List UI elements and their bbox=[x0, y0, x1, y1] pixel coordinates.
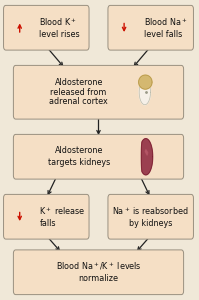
Text: Aldosterone: Aldosterone bbox=[55, 146, 103, 155]
FancyBboxPatch shape bbox=[108, 194, 193, 239]
FancyBboxPatch shape bbox=[4, 5, 89, 50]
Text: released from: released from bbox=[51, 88, 107, 97]
FancyBboxPatch shape bbox=[4, 194, 89, 239]
FancyBboxPatch shape bbox=[13, 65, 184, 119]
Polygon shape bbox=[139, 75, 152, 89]
Text: targets kidneys: targets kidneys bbox=[48, 158, 110, 167]
Text: Blood Na$^+$/K$^+$ levels: Blood Na$^+$/K$^+$ levels bbox=[56, 260, 141, 272]
Polygon shape bbox=[139, 80, 150, 105]
Text: falls: falls bbox=[39, 219, 56, 228]
Polygon shape bbox=[145, 150, 148, 155]
Polygon shape bbox=[141, 139, 153, 175]
Text: K$^+$ release: K$^+$ release bbox=[39, 206, 85, 217]
Text: Blood K$^+$: Blood K$^+$ bbox=[39, 16, 77, 28]
Text: level falls: level falls bbox=[144, 30, 182, 39]
Text: by kidneys: by kidneys bbox=[129, 219, 172, 228]
Text: adrenal cortex: adrenal cortex bbox=[49, 97, 108, 106]
Text: level rises: level rises bbox=[39, 30, 80, 39]
Text: Na$^+$ is reabsorbed: Na$^+$ is reabsorbed bbox=[112, 206, 189, 217]
Text: normalize: normalize bbox=[78, 274, 118, 283]
FancyBboxPatch shape bbox=[108, 5, 193, 50]
FancyBboxPatch shape bbox=[13, 134, 184, 179]
FancyBboxPatch shape bbox=[13, 250, 184, 295]
Text: Blood Na$^+$: Blood Na$^+$ bbox=[144, 16, 187, 28]
Text: Aldosterone: Aldosterone bbox=[55, 78, 103, 87]
